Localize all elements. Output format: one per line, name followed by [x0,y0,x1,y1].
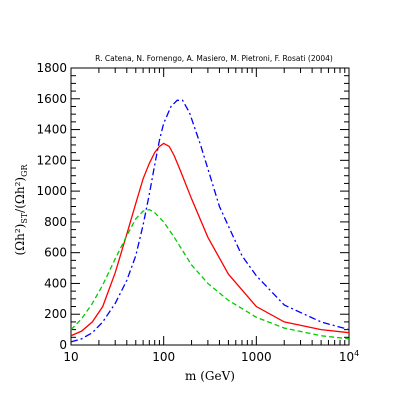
x-tick-labels: 10 100 1000 104 [63,349,359,364]
x-tick-label: 1000 [241,350,272,364]
x-tick-label: 100 [152,350,175,364]
series-line-1 [70,142,350,337]
y-tick-label: 200 [44,307,67,321]
y-axis-label: (Ωh²)ST/(Ωh²)GR [13,164,29,256]
ticks [70,67,350,346]
x-axis-label: m (GeV) [185,369,235,383]
y-tick-label: 600 [44,246,67,260]
y-tick-label: 1200 [36,153,67,167]
x-tick-label: 104 [339,349,359,364]
y-tick-label: 1800 [36,61,67,75]
y-tick-labels: 0 200 400 600 800 1000 1200 1400 1600 1800 [36,61,67,352]
series-line-3 [70,208,350,340]
y-tick-label: 400 [44,276,67,290]
plot-area [70,67,350,346]
x-tick-label: 10 [63,350,78,364]
y-tick-label: 800 [44,215,67,229]
y-tick-label: 1400 [36,123,67,137]
y-tick-label: 1600 [36,92,67,106]
y-label-sub1: ST [20,212,29,223]
series-lines [70,99,350,343]
y-label-sub2: GR [20,164,29,177]
y-label-slash: /(Ωh²) [13,177,27,213]
series-line-2 [70,99,350,343]
y-label-base: (Ωh²) [13,224,27,256]
y-tick-label: 0 [59,338,67,352]
y-tick-label: 1000 [36,184,67,198]
chart-title: R. Catena, N. Fornengo, A. Masiero, M. P… [95,54,333,63]
plot-frame [70,67,350,346]
